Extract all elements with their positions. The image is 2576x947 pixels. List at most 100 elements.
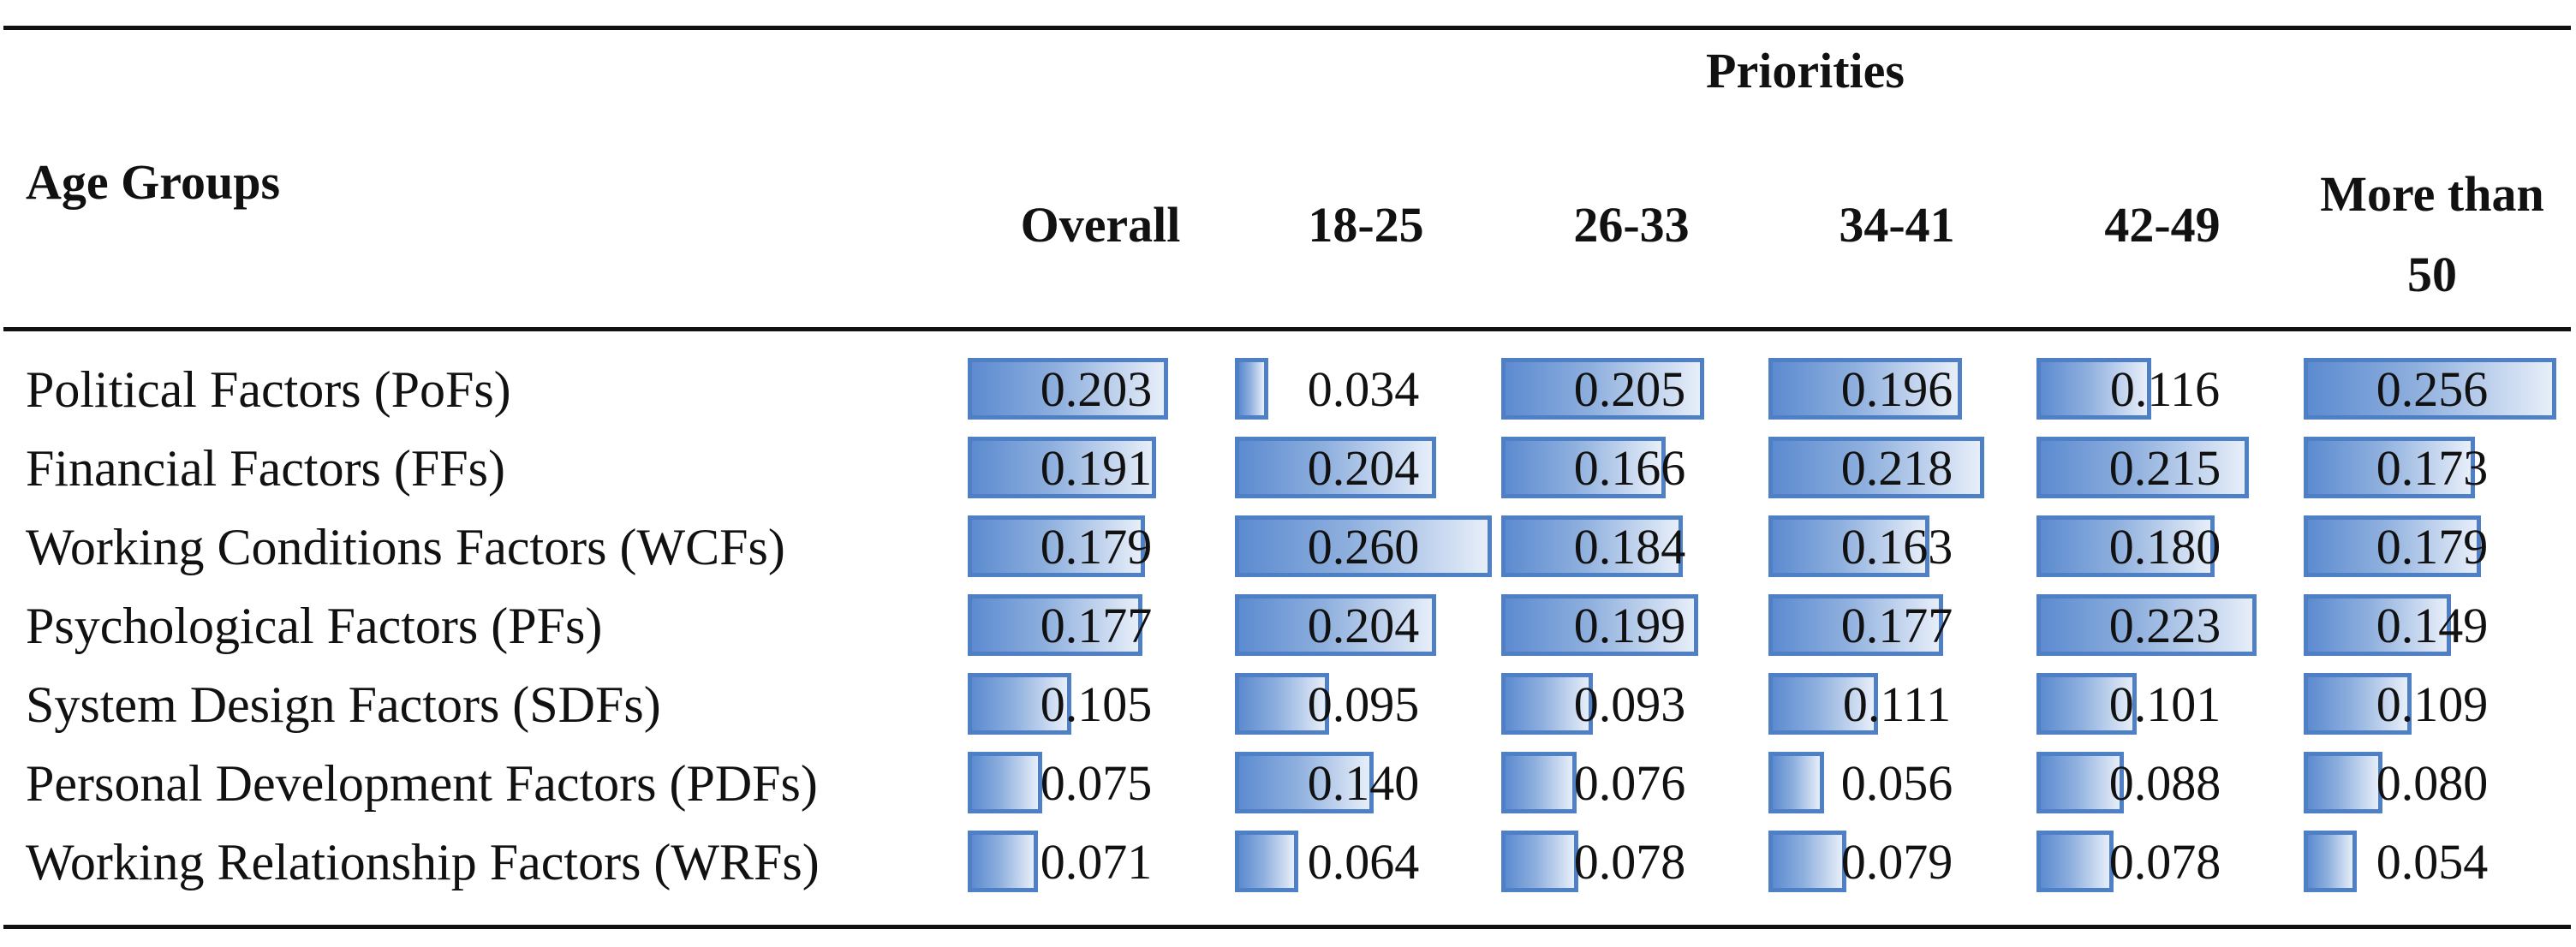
row-label: Working Relationship Factors (WRFs) [26, 834, 820, 890]
data-bar [2036, 358, 2151, 420]
data-bar [1501, 437, 1666, 498]
column-header-overall: Overall [1020, 197, 1181, 253]
data-bar [2036, 594, 2257, 656]
data-bar [968, 515, 1145, 577]
data-bar [968, 594, 1142, 656]
data-bar [1235, 515, 1492, 577]
cell-value: 0.093 [1573, 676, 1686, 732]
cell-value: 0.179 [2376, 519, 2489, 575]
table-cell: 0.177 [1768, 594, 2025, 656]
data-bar [1501, 673, 1593, 735]
table-cell: 0.166 [1501, 437, 1758, 498]
data-bar [2304, 752, 2382, 813]
table-cell: 0.095 [1235, 673, 1492, 735]
cell-value: 0.076 [1573, 755, 1686, 811]
row-label: System Design Factors (SDFs) [26, 676, 661, 733]
data-bar [968, 831, 1038, 892]
column-header-18-25: 18-25 [1308, 197, 1424, 253]
cell-value: 0.218 [1840, 440, 1953, 496]
data-bar [1501, 752, 1577, 813]
cell-value: 0.109 [2376, 676, 2489, 732]
cell-value: 0.166 [1573, 440, 1686, 496]
cell-value: 0.215 [2108, 440, 2221, 496]
data-bar [968, 437, 1156, 498]
table-cell: 0.179 [968, 515, 1225, 577]
table-cell: 0.088 [2036, 752, 2293, 813]
cell-value: 0.256 [2376, 361, 2489, 417]
data-bar [1768, 515, 1929, 577]
cell-value: 0.054 [2376, 834, 2489, 890]
cell-value: 0.075 [1040, 755, 1153, 811]
table-cell: 0.184 [1501, 515, 1758, 577]
data-bar [1235, 437, 1436, 498]
table-cell: 0.179 [2304, 515, 2561, 577]
cell-value: 0.260 [1307, 519, 1420, 575]
table-cell: 0.163 [1768, 515, 2025, 577]
cell-value: 0.184 [1573, 519, 1686, 575]
column-header-26-33: 26-33 [1573, 197, 1690, 253]
column-header-34-41: 34-41 [1839, 197, 1955, 253]
data-bar [1768, 437, 1984, 498]
table-cell: 0.180 [2036, 515, 2293, 577]
data-bar [1501, 594, 1698, 656]
cell-value: 0.080 [2376, 755, 2489, 811]
cell-value: 0.078 [2108, 834, 2221, 890]
data-bar [1501, 358, 1704, 420]
data-bar [2036, 515, 2215, 577]
table-cell: 0.203 [968, 358, 1225, 420]
cell-value: 0.078 [1573, 834, 1686, 890]
table-cell: 0.140 [1235, 752, 1492, 813]
age-groups-header: Age Groups [26, 154, 281, 210]
row-label: Financial Factors (FFs) [26, 440, 505, 497]
cell-value: 0.177 [1840, 598, 1953, 653]
cell-value: 0.163 [1840, 519, 1953, 575]
data-bar [1768, 673, 1878, 735]
top-rule [3, 26, 2571, 30]
table-cell: 0.034 [1235, 358, 1492, 420]
header-rule [3, 327, 2571, 331]
data-bar [2036, 437, 2249, 498]
table-cell: 0.079 [1768, 831, 2025, 892]
cell-value: 0.204 [1307, 440, 1420, 496]
cell-value: 0.173 [2376, 440, 2489, 496]
data-bar [2036, 831, 2114, 892]
priorities-group-header: Priorities [1706, 43, 1905, 98]
table-cell: 0.204 [1235, 594, 1492, 656]
bottom-rule [3, 925, 2571, 929]
cell-value: 0.180 [2108, 519, 2221, 575]
table-cell: 0.215 [2036, 437, 2293, 498]
row-label: Psychological Factors (PFs) [26, 598, 603, 654]
column-header-42-49: 42-49 [2104, 197, 2221, 253]
table-cell: 0.205 [1501, 358, 1758, 420]
data-bar [1768, 831, 1846, 892]
table-cell: 0.075 [968, 752, 1225, 813]
data-bar [2304, 358, 2556, 420]
table-cell: 0.080 [2304, 752, 2561, 813]
cell-value: 0.064 [1307, 834, 1420, 890]
data-bar [968, 752, 1042, 813]
row-label: Personal Development Factors (PDFs) [26, 755, 818, 812]
table-cell: 0.111 [1768, 673, 2025, 735]
data-bar [1768, 594, 1943, 656]
data-bar [1235, 673, 1329, 735]
table-cell: 0.223 [2036, 594, 2293, 656]
table-cell: 0.078 [2036, 831, 2293, 892]
table-cell: 0.191 [968, 437, 1225, 498]
cell-value: 0.034 [1307, 361, 1420, 417]
data-bar [2036, 752, 2124, 813]
data-bar [1235, 358, 1268, 420]
data-bar [1768, 752, 1824, 813]
cell-value: 0.140 [1307, 755, 1420, 811]
data-bar [2304, 673, 2412, 735]
table-cell: 0.078 [1501, 831, 1758, 892]
cell-value: 0.179 [1040, 519, 1153, 575]
table-cell: 0.093 [1501, 673, 1758, 735]
table-cell: 0.076 [1501, 752, 1758, 813]
data-bar [2304, 437, 2475, 498]
data-bar [968, 673, 1071, 735]
table-cell: 0.149 [2304, 594, 2561, 656]
data-bar [1768, 358, 1962, 420]
cell-value: 0.199 [1573, 598, 1686, 653]
cell-value: 0.116 [2109, 361, 2221, 417]
